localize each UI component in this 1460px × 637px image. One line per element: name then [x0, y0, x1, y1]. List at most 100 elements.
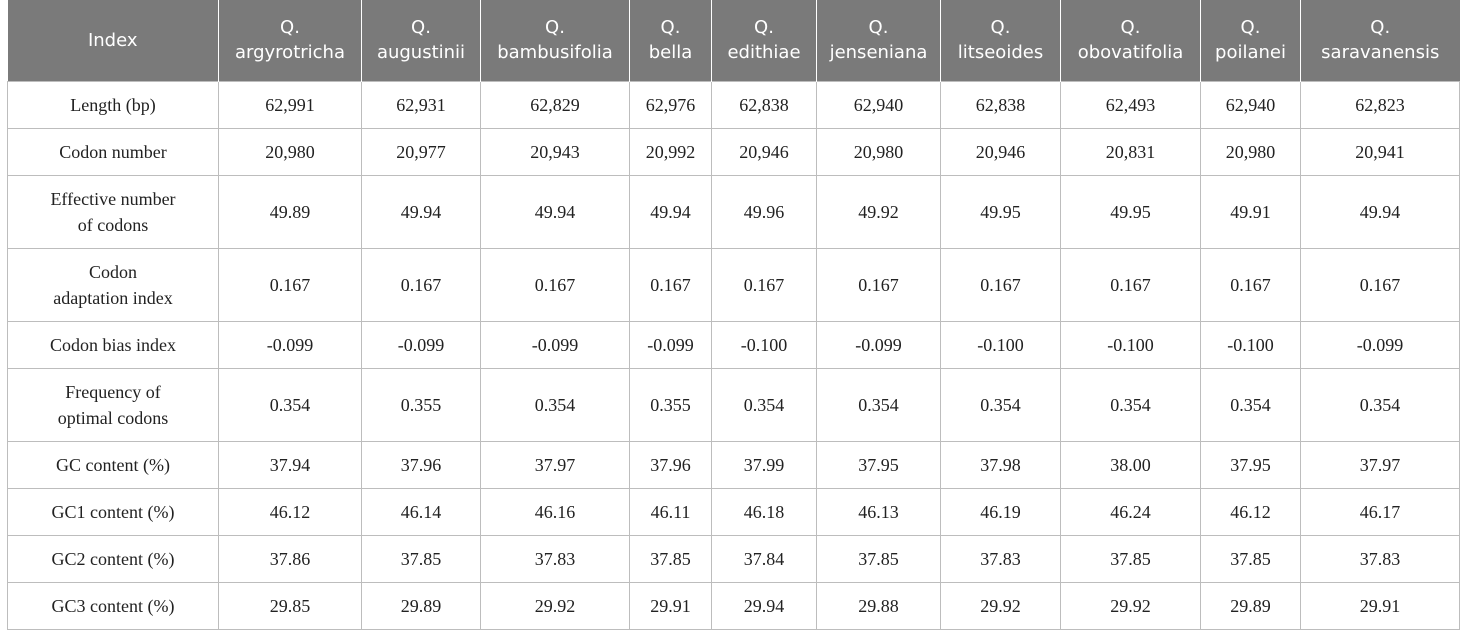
table-cell: 0.355: [629, 367, 712, 442]
header-line-1: Index: [87, 29, 138, 51]
table-row: GC2 content (%) 37.86 37.85 37.83 37.85 …: [7, 534, 1460, 583]
table-cell: 37.96: [629, 440, 712, 489]
table-cell: 49.94: [361, 174, 481, 249]
header-line-1: Q.: [1120, 17, 1141, 39]
table-cell: 37.85: [1060, 534, 1201, 583]
table-cell: 20,946: [940, 127, 1061, 176]
table-cell: 46.12: [218, 487, 362, 536]
header-line-2: jenseniana: [829, 42, 928, 64]
table-cell: 0.354: [218, 367, 362, 442]
header-index: Index: [7, 0, 219, 81]
table-cell: 29.85: [218, 581, 362, 630]
table-cell: 38.00: [1060, 440, 1201, 489]
table-row: Frequency of optimal codons 0.354 0.355 0…: [7, 367, 1460, 442]
table-cell: 46.18: [711, 487, 817, 536]
table-cell: 37.85: [1200, 534, 1301, 583]
header-line-2: edithiae: [727, 42, 801, 64]
row-label: Length (bp): [7, 80, 219, 129]
row-label-line-1: Codon: [88, 261, 137, 282]
table-cell: 0.354: [480, 367, 630, 442]
table-cell: -0.100: [711, 320, 817, 369]
table-cell: 20,992: [629, 127, 712, 176]
table-cell: -0.100: [1060, 320, 1201, 369]
table-cell: 37.85: [629, 534, 712, 583]
table-cell: 37.83: [940, 534, 1061, 583]
table-cell: 37.85: [361, 534, 481, 583]
table-cell: -0.100: [940, 320, 1061, 369]
table-cell: 0.167: [1300, 247, 1460, 322]
row-label: Effective number of codons: [7, 174, 219, 249]
table-cell: -0.099: [629, 320, 712, 369]
table-cell: 0.354: [1200, 367, 1301, 442]
header-line-2: poilanei: [1215, 42, 1286, 64]
table-cell: 37.85: [816, 534, 941, 583]
table-cell: 62,940: [816, 80, 941, 129]
table-cell: 62,940: [1200, 80, 1301, 129]
row-label-line-1: Codon bias index: [50, 334, 176, 355]
table-cell: 62,838: [711, 80, 817, 129]
header-species: Q. bambusifolia: [480, 0, 630, 81]
row-label: GC2 content (%): [7, 534, 219, 583]
table-row: Length (bp) 62,991 62,931 62,829 62,976 …: [7, 80, 1460, 129]
table-cell: -0.099: [218, 320, 362, 369]
table-cell: 29.89: [1200, 581, 1301, 630]
codon-usage-table: Index Q. argyrotricha Q. augustinii Q. bamb…: [7, 0, 1460, 630]
header-species: Q. jenseniana: [816, 0, 941, 81]
table-cell: 0.167: [816, 247, 941, 322]
table-cell: 29.92: [480, 581, 630, 630]
header-line-2: bambusifolia: [497, 42, 613, 64]
table-cell: 62,493: [1060, 80, 1201, 129]
table-cell: 46.14: [361, 487, 481, 536]
table-cell: 49.94: [629, 174, 712, 249]
table-cell: 20,946: [711, 127, 817, 176]
header-row: Index Q. argyrotricha Q. augustinii Q. bamb…: [7, 0, 1460, 81]
table-cell: 0.167: [1060, 247, 1201, 322]
table-cell: 62,976: [629, 80, 712, 129]
table-cell: 37.95: [816, 440, 941, 489]
row-label-line-1: Frequency of: [65, 381, 161, 402]
table-cell: 0.354: [940, 367, 1061, 442]
table-cell: 46.11: [629, 487, 712, 536]
table-cell: 0.167: [361, 247, 481, 322]
table-cell: 37.83: [480, 534, 630, 583]
table-cell: 0.354: [711, 367, 817, 442]
table-cell: 0.355: [361, 367, 481, 442]
header-line-2: bella: [648, 42, 693, 64]
row-label-line-1: GC content (%): [56, 454, 170, 475]
row-label: GC3 content (%): [7, 581, 219, 630]
row-label-line-1: Length (bp): [70, 94, 156, 115]
table-cell: 29.92: [1060, 581, 1201, 630]
header-line-1: Q.: [990, 17, 1011, 39]
row-label-line-1: GC2 content (%): [51, 548, 175, 569]
table-cell: 49.95: [940, 174, 1061, 249]
table-cell: 0.354: [1060, 367, 1201, 442]
table-row: Effective number of codons 49.89 49.94 49…: [7, 174, 1460, 249]
row-label-line-1: GC1 content (%): [51, 501, 175, 522]
table-cell: 37.97: [480, 440, 630, 489]
table-cell: 37.83: [1300, 534, 1460, 583]
table-cell: 37.95: [1200, 440, 1301, 489]
header-line-1: Q.: [1240, 17, 1261, 39]
table-cell: 37.96: [361, 440, 481, 489]
table-cell: 29.89: [361, 581, 481, 630]
table-row: GC3 content (%) 29.85 29.89 29.92 29.91 …: [7, 581, 1460, 630]
header-line-2: saravanensis: [1321, 42, 1440, 64]
table-cell: 20,980: [1200, 127, 1301, 176]
table-cell: 37.98: [940, 440, 1061, 489]
table-cell: 0.167: [480, 247, 630, 322]
header-line-1: Q.: [868, 17, 889, 39]
table-cell: 46.13: [816, 487, 941, 536]
table-cell: 46.19: [940, 487, 1061, 536]
table-cell: -0.099: [480, 320, 630, 369]
header-species: Q. litseoides: [940, 0, 1061, 81]
table-cell: -0.099: [361, 320, 481, 369]
header-species: Q. argyrotricha: [218, 0, 362, 81]
table-cell: 20,831: [1060, 127, 1201, 176]
table-cell: 0.354: [1300, 367, 1460, 442]
header-line-1: Q.: [1370, 17, 1391, 39]
table-cell: 62,838: [940, 80, 1061, 129]
table-cell: 49.89: [218, 174, 362, 249]
table-cell: 20,977: [361, 127, 481, 176]
table-cell: 46.12: [1200, 487, 1301, 536]
header-species: Q. saravanensis: [1300, 0, 1460, 81]
